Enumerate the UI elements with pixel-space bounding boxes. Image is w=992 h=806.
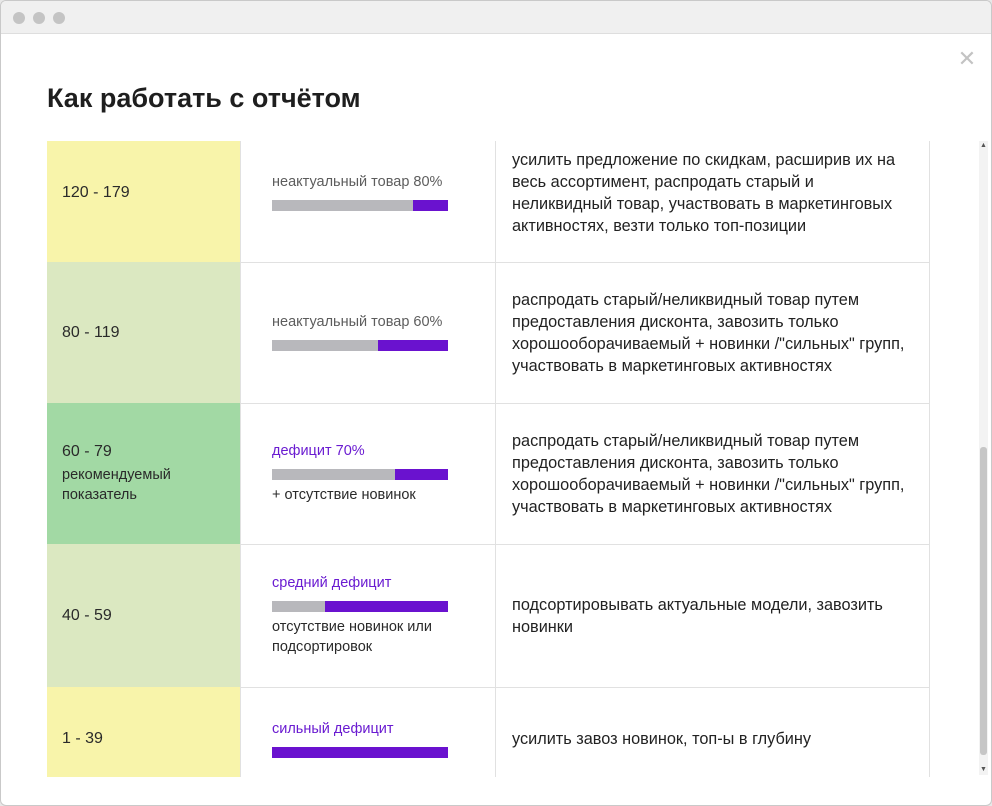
recommendation-text: усилить предложение по скидкам, расширив… bbox=[512, 150, 896, 235]
status-progress-bar bbox=[272, 600, 448, 612]
recommendation-cell: усилить предложение по скидкам, расширив… bbox=[497, 141, 929, 262]
recommendation-cell: усилить завоз новинок, топ-ы в глубину bbox=[497, 687, 929, 777]
range-cell: 1 - 39 bbox=[47, 687, 241, 777]
status-progress-fill bbox=[377, 340, 448, 351]
status-progress-fill bbox=[412, 200, 448, 211]
status-progress-fill bbox=[395, 468, 448, 480]
status-sub-label: отсутствие новинок или подсортировок bbox=[272, 618, 432, 655]
table-row: 40 - 59 средний дефицит отсутствие новин… bbox=[47, 544, 930, 688]
window-dot bbox=[53, 12, 65, 24]
recommendation-text: распродать старый/неликвидный товар путе… bbox=[512, 290, 905, 375]
range-value: 80 - 119 bbox=[62, 323, 120, 341]
recommendation-text: усилить завоз новинок, топ-ы в глубину bbox=[512, 730, 812, 748]
modal-title: Как работать с отчётом bbox=[47, 83, 361, 113]
table-viewport: 120 - 179 неактуальный товар 80% усилить… bbox=[47, 141, 931, 777]
recommendation-cell: подсортировывать актуальные модели, заво… bbox=[497, 544, 929, 687]
range-cell: 40 - 59 bbox=[47, 544, 241, 687]
range-value: 120 - 179 bbox=[62, 183, 130, 201]
status-progress-fill bbox=[324, 600, 448, 612]
recommendation-text: распродать старый/неликвидный товар путе… bbox=[512, 431, 905, 516]
status-progress-fill bbox=[272, 746, 448, 758]
vertical-scrollbar[interactable]: ▲ ▼ bbox=[979, 141, 988, 775]
window-dot bbox=[13, 12, 25, 24]
table-row: 80 - 119 неактуальный товар 60% распрода… bbox=[47, 262, 930, 404]
range-cell: 80 - 119 bbox=[47, 262, 241, 403]
window-titlebar bbox=[1, 1, 991, 34]
close-icon[interactable]: ✕ bbox=[957, 46, 977, 71]
status-progress-bar bbox=[272, 468, 448, 480]
status-progress-bar bbox=[272, 200, 448, 211]
status-cell: дефицит 70% + отсутствие новинок bbox=[242, 403, 496, 544]
range-note: рекомендуемый показатель bbox=[62, 466, 171, 503]
recommendation-text: подсортировывать актуальные модели, заво… bbox=[512, 595, 883, 636]
status-progress-bar bbox=[272, 340, 448, 351]
status-label: неактуальный товар 80% bbox=[272, 174, 443, 190]
status-label: сильный дефицит bbox=[272, 720, 394, 737]
table-row: 60 - 79 рекомендуемый показатель дефицит… bbox=[47, 403, 930, 545]
table-row: 1 - 39 сильный дефицит усилить завоз нов… bbox=[47, 687, 930, 777]
range-value: 40 - 59 bbox=[62, 606, 112, 624]
status-cell: неактуальный товар 60% bbox=[242, 262, 496, 403]
range-value: 60 - 79 bbox=[62, 442, 112, 460]
recommendation-cell: распродать старый/неликвидный товар путе… bbox=[497, 262, 929, 403]
range-cell: 60 - 79 рекомендуемый показатель bbox=[47, 403, 241, 544]
recommendation-cell: распродать старый/неликвидный товар путе… bbox=[497, 403, 929, 544]
status-progress-bar bbox=[272, 746, 448, 758]
status-label: дефицит 70% bbox=[272, 442, 365, 459]
scrollbar-thumb[interactable] bbox=[980, 447, 987, 755]
range-value: 1 - 39 bbox=[62, 730, 103, 747]
status-cell: сильный дефицит bbox=[242, 687, 496, 777]
scroll-up-arrow-icon[interactable]: ▲ bbox=[980, 142, 987, 149]
scroll-down-arrow-icon[interactable]: ▼ bbox=[980, 766, 987, 773]
range-cell: 120 - 179 bbox=[47, 141, 241, 262]
status-label: средний дефицит bbox=[272, 574, 392, 591]
window-dot bbox=[33, 12, 45, 24]
status-sub-label: + отсутствие новинок bbox=[272, 486, 416, 503]
status-cell: неактуальный товар 80% bbox=[242, 141, 496, 262]
status-label: неактуальный товар 60% bbox=[272, 314, 443, 330]
table-row: 120 - 179 неактуальный товар 80% усилить… bbox=[47, 141, 930, 263]
status-cell: средний дефицит отсутствие новинок или п… bbox=[242, 544, 496, 687]
